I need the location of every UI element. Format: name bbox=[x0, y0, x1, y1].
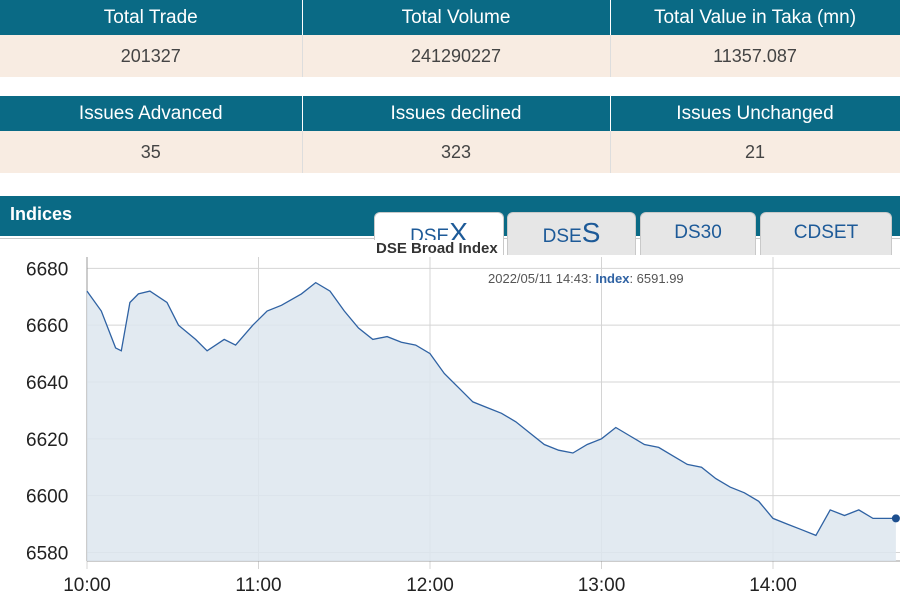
tooltip-value: 6591.99 bbox=[637, 271, 684, 286]
tooltip-separator: : bbox=[629, 271, 636, 286]
y-tick-label: 6680 bbox=[26, 259, 68, 280]
tab-dses-suffix: S bbox=[581, 217, 601, 248]
issues-advanced-value: 35 bbox=[0, 131, 303, 173]
total-trade-header: Total Trade bbox=[0, 0, 303, 35]
x-tick-label: 12:00 bbox=[406, 575, 454, 596]
chart-title: DSE Broad Index bbox=[374, 240, 500, 257]
tooltip-timestamp: 2022/05/11 14:43: bbox=[488, 271, 595, 286]
total-value-header: Total Value in Taka (mn) bbox=[610, 0, 900, 35]
indices-title: Indices bbox=[10, 204, 73, 224]
y-tick-label: 6640 bbox=[26, 373, 68, 394]
issues-advanced-header: Issues Advanced bbox=[0, 96, 303, 131]
tab-dses-prefix: DSE bbox=[542, 226, 582, 247]
index-chart: 6580 6600 6620 6640 6660 6680 10:00 11:00 12:00 1… bbox=[26, 257, 900, 596]
tab-cdset[interactable]: CDSET bbox=[760, 212, 892, 255]
x-tick-label: 11:00 bbox=[235, 575, 281, 596]
tab-dses[interactable]: DSES bbox=[507, 212, 636, 255]
last-point-marker bbox=[891, 514, 900, 523]
total-trade-value: 201327 bbox=[0, 35, 303, 77]
series-area-fill bbox=[87, 282, 896, 561]
total-volume-value: 241290227 bbox=[302, 35, 611, 77]
y-tick-label: 6620 bbox=[26, 430, 68, 451]
x-tick-label: 13:00 bbox=[578, 575, 626, 596]
issues-declined-value: 323 bbox=[302, 131, 611, 173]
y-tick-label: 6600 bbox=[26, 487, 68, 508]
chart-tooltip: 2022/05/11 14:43: Index: 6591.99 bbox=[488, 271, 684, 286]
x-tick-label: 14:00 bbox=[749, 575, 797, 596]
x-tick-label: 10:00 bbox=[63, 575, 111, 596]
total-volume-header: Total Volume bbox=[302, 0, 611, 35]
issues-summary-table: Issues Advanced Issues declined Issues U… bbox=[0, 96, 900, 173]
issues-declined-header: Issues declined bbox=[302, 96, 611, 131]
tab-ds30[interactable]: DS30 bbox=[640, 212, 756, 255]
total-value-value: 11357.087 bbox=[610, 35, 900, 77]
trade-summary-table: Total Trade Total Volume Total Value in … bbox=[0, 0, 900, 77]
y-tick-label: 6580 bbox=[26, 543, 68, 564]
tooltip-label: Index bbox=[595, 271, 630, 286]
series-line bbox=[86, 281, 896, 537]
issues-unchanged-value: 21 bbox=[610, 131, 900, 173]
y-tick-label: 6660 bbox=[26, 316, 68, 337]
index-chart-panel: 6580 6600 6620 6640 6660 6680 10:00 11:00 12:00 1… bbox=[0, 238, 900, 601]
issues-unchanged-header: Issues Unchanged bbox=[610, 96, 900, 131]
